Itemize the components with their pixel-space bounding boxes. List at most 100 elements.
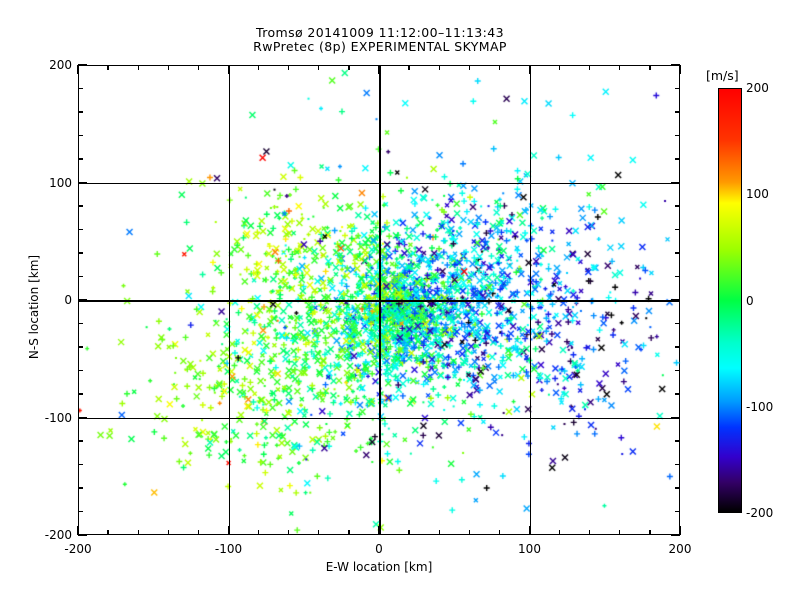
colorbar-tick-label: 200 — [746, 81, 769, 95]
x-tick-minor-top — [589, 65, 591, 70]
y-tick-minor-right — [675, 205, 680, 207]
title-line-2: RwPretec (8p) EXPERIMENTAL SKYMAP — [253, 39, 507, 54]
y-tick-minor — [78, 510, 83, 513]
x-tick-minor-top — [619, 65, 621, 70]
colorbar-unit-label: [m/s] — [706, 68, 739, 83]
y-tick-minor-right — [675, 369, 680, 372]
y-tick-major — [78, 416, 87, 419]
x-tick-minor-top — [498, 65, 501, 70]
x-tick-major-top — [378, 65, 380, 74]
x-tick-major — [227, 526, 230, 535]
y-tick-minor — [78, 346, 83, 348]
x-tick-minor — [348, 530, 350, 535]
x-tick-label: 0 — [375, 542, 383, 556]
y-tick-minor — [78, 205, 83, 207]
colorbar — [718, 88, 742, 513]
x-axis-title: E-W location [km] — [325, 560, 433, 574]
x-tick-minor-top — [558, 65, 561, 70]
x-tick-minor — [137, 530, 139, 535]
y-tick-label: 0 — [64, 293, 72, 307]
x-tick-minor — [107, 530, 109, 535]
x-tick-minor — [438, 530, 440, 535]
x-tick-minor-top — [438, 65, 440, 70]
y-tick-label: -100 — [44, 410, 72, 425]
x-tick-minor — [589, 530, 591, 535]
y-tick-minor — [78, 463, 83, 466]
x-tick-minor-top — [167, 65, 169, 70]
x-tick-minor — [468, 530, 470, 535]
y-tick-minor-right — [675, 275, 680, 278]
y-tick-label: -200 — [44, 528, 72, 542]
y-tick-minor-right — [675, 487, 680, 489]
y-tick-minor-right — [675, 463, 680, 466]
y-tick-minor — [78, 369, 83, 372]
x-tick-minor-top — [288, 65, 290, 70]
y-tick-minor-right — [675, 252, 680, 254]
y-tick-major — [78, 181, 87, 184]
x-tick-minor-top — [257, 65, 260, 70]
figure-title: Tromsø 20141009 11:12:00–11:13:43 RwPret… — [0, 26, 760, 54]
y-tick-minor — [78, 487, 83, 489]
x-tick-minor — [498, 530, 501, 535]
x-tick-minor-top — [408, 65, 410, 70]
scatter-plot-area — [78, 65, 681, 536]
y-tick-minor — [78, 158, 83, 160]
y-tick-major — [78, 64, 87, 66]
x-tick-major — [378, 526, 380, 535]
x-tick-major — [679, 526, 681, 535]
x-tick-major — [528, 526, 531, 535]
x-tick-major-top — [528, 65, 531, 74]
x-tick-label: -100 — [214, 542, 243, 556]
y-axis-title: N-S location [km] — [27, 254, 41, 360]
x-tick-minor-top — [318, 65, 320, 70]
colorbar-tick-label: 0 — [746, 293, 754, 308]
colorbar-tick-label: -200 — [746, 506, 774, 520]
colorbar-tick-label: 100 — [746, 187, 769, 202]
x-tick-minor — [558, 530, 561, 535]
y-tick-minor-right — [675, 440, 680, 442]
x-tick-minor-top — [348, 65, 350, 70]
x-tick-minor-top — [649, 65, 651, 70]
colorbar-tick-label: -100 — [746, 399, 774, 414]
y-tick-major — [78, 534, 87, 536]
y-tick-label: 200 — [49, 58, 72, 72]
title-line-1: Tromsø 20141009 11:12:00–11:13:43 — [256, 25, 504, 40]
gridline-horizontal — [79, 182, 679, 185]
gridline-horizontal — [79, 300, 679, 302]
y-tick-label: 100 — [49, 175, 72, 190]
y-tick-major — [78, 299, 87, 301]
y-tick-minor-right — [675, 393, 680, 395]
x-tick-major-top — [227, 65, 230, 74]
x-tick-minor — [257, 530, 260, 535]
y-tick-minor-right — [675, 134, 680, 137]
gridline-vertical — [228, 66, 231, 534]
y-tick-minor-right — [675, 510, 680, 513]
y-tick-minor — [78, 252, 83, 254]
y-tick-minor-right — [675, 322, 680, 325]
y-tick-minor — [78, 275, 83, 278]
x-tick-major-top — [679, 65, 681, 74]
x-tick-major-top — [77, 65, 79, 74]
y-tick-major-right — [671, 534, 680, 536]
y-tick-minor-right — [675, 111, 680, 113]
x-tick-minor-top — [107, 65, 109, 70]
y-tick-major-right — [671, 64, 680, 66]
x-tick-minor — [197, 530, 200, 535]
x-tick-minor — [318, 530, 320, 535]
y-tick-minor — [78, 87, 83, 90]
y-tick-major-right — [671, 181, 680, 184]
x-tick-minor — [619, 530, 621, 535]
y-tick-minor — [78, 322, 83, 325]
y-tick-minor — [78, 228, 83, 231]
y-tick-major-right — [671, 299, 680, 301]
x-tick-minor — [167, 530, 169, 535]
gridline-vertical — [529, 66, 532, 534]
y-tick-minor-right — [675, 228, 680, 231]
y-tick-minor — [78, 134, 83, 137]
x-tick-minor — [408, 530, 410, 535]
y-tick-major-right — [671, 416, 680, 419]
x-tick-label: 200 — [668, 542, 692, 556]
gridline-horizontal — [79, 417, 679, 420]
y-tick-minor-right — [675, 87, 680, 90]
